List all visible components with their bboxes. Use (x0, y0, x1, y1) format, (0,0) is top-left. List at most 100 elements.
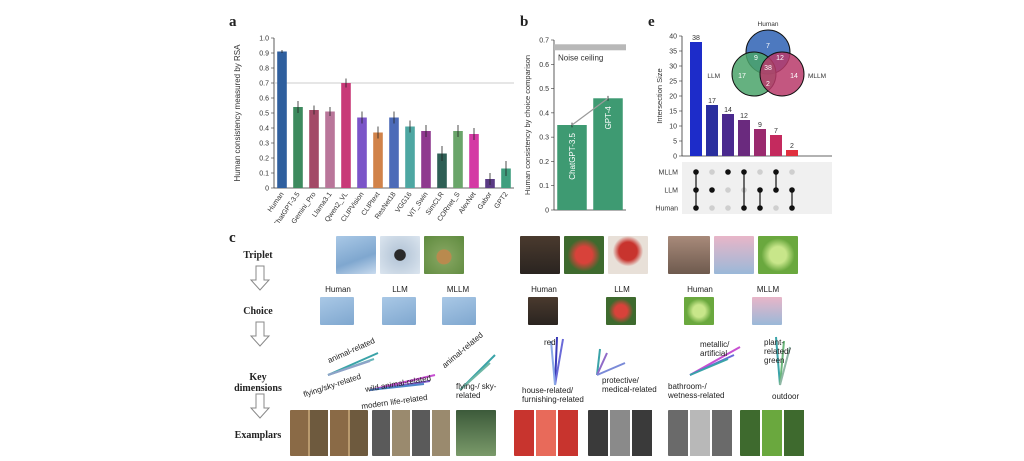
bar (277, 51, 287, 188)
set-label: MLLM (659, 170, 679, 177)
venn-region-value: 2 (766, 81, 770, 88)
y-tick-label: 0.6 (539, 62, 549, 69)
y-tick-label: 25 (669, 79, 677, 86)
bar (357, 117, 367, 188)
venn-region-value: 38 (764, 65, 772, 72)
y-tick-label: 0.6 (259, 96, 269, 103)
bar (405, 126, 415, 188)
triplet-image-tulips (564, 236, 604, 274)
choice-label-mllm-1: MLLM (446, 285, 470, 294)
exemplar-grid-protective (588, 410, 654, 456)
y-tick-label: 0.7 (259, 81, 269, 88)
y-tick-label: 30 (669, 64, 677, 71)
dimension-label: red (544, 338, 556, 347)
bar-value-label: 7 (774, 128, 778, 135)
y-tick-label: 0.5 (259, 111, 269, 118)
row-label-triplet: Triplet (243, 250, 273, 261)
venn-diagram: Human LLM MLLM 7 12 17 9 38 14 2 (707, 21, 826, 97)
bar (325, 111, 335, 188)
triplet-image-bathroom (668, 236, 710, 274)
bar-value-label: 9 (758, 122, 762, 129)
y-tick-label: 0.8 (259, 66, 269, 73)
y-tick-label: 0 (545, 208, 549, 215)
matrix-dot (725, 187, 731, 193)
matrix-dot (709, 187, 715, 193)
choice-image-mllm-1 (442, 297, 476, 325)
noise-ceiling-band (554, 44, 626, 51)
bar-value-label: 38 (692, 35, 700, 42)
dimension-fans-group-1 (327, 352, 496, 391)
bar-value-label: 14 (724, 107, 732, 114)
bar (389, 117, 399, 188)
venn-label-mllm: MLLM (808, 73, 826, 80)
triplet-image-marmot (424, 236, 464, 274)
arrow-down-icon (249, 321, 271, 347)
y-tick-label: 15 (669, 109, 677, 116)
bar (722, 114, 734, 156)
panel-b-letter: b (520, 14, 529, 30)
bar (421, 131, 431, 188)
dimension-fans-group-2 (550, 336, 626, 386)
exemplar-grid-metallic (668, 410, 734, 456)
triplet-image-eagle (380, 236, 420, 274)
matrix-dot (725, 169, 731, 175)
exemplar-grid-red (514, 410, 580, 456)
bar (738, 120, 750, 156)
venn-region-value: 9 (754, 55, 758, 62)
panel-a-chart: 00.10.20.30.40.50.60.70.80.91.0HumanChat… (233, 36, 514, 223)
matrix-background (682, 162, 832, 214)
bar (293, 107, 303, 188)
dimension-label: plant-related/ green (764, 338, 791, 365)
bar (786, 150, 798, 156)
triplet-image-limes (758, 236, 798, 274)
y-tick-label: 40 (669, 34, 677, 41)
connector-line (571, 97, 609, 126)
bar-value-label: 2 (790, 143, 794, 150)
panel-e-letter: e (648, 14, 655, 30)
matrix-dot (709, 169, 715, 175)
dimension-label: house-related/ furnishing-related (522, 386, 584, 404)
bar (754, 129, 766, 156)
y-tick-label: 0.7 (539, 38, 549, 45)
y-tick-label: 5 (673, 139, 677, 146)
choice-label-llm-2: LLM (614, 285, 630, 294)
row-arrows (249, 265, 271, 419)
bar (706, 105, 718, 156)
choice-image-llm-2 (606, 297, 636, 325)
y-tick-label: 10 (669, 124, 677, 131)
y-tick-label: 0.5 (539, 86, 549, 93)
panel-b-chart: 0 0.1 0.2 0.3 0.4 0.5 0.6 0.7 Noise ceiling ChatG… (523, 38, 626, 215)
y-axis-label: Human consistency by choice comparison (523, 55, 532, 195)
bar-label: GPT-4 (604, 106, 613, 130)
x-tick-label: Gabor (477, 191, 494, 211)
y-axis-label: Human consistency measured by RSA (233, 44, 242, 182)
bar (437, 153, 447, 188)
panel-a-letter: a (229, 14, 237, 30)
bar (341, 83, 351, 188)
bar-value-label: 12 (740, 113, 748, 120)
y-tick-label: 0.2 (259, 156, 269, 163)
choice-label-human-1: Human (325, 285, 351, 294)
y-tick-label: 0.3 (259, 141, 269, 148)
x-tick-label: GPT2 (493, 191, 509, 210)
triplet-image-hut (520, 236, 560, 274)
triplet-image-helmet (608, 236, 648, 274)
exemplar-grid-flying (456, 410, 496, 456)
row-label-examplars: Examplars (234, 430, 282, 441)
venn-label-human: Human (758, 21, 779, 28)
y-axis-label: Intersection Size (655, 68, 664, 123)
arrow-down-icon (249, 393, 271, 419)
y-tick-label: 0.4 (539, 110, 549, 117)
y-tick-label: 0.3 (539, 135, 549, 142)
choice-image-human-2 (528, 297, 558, 325)
bar (690, 42, 702, 156)
venn-region-value: 7 (766, 43, 770, 50)
choice-image-mllm-3 (752, 297, 782, 325)
y-tick-label: 20 (669, 94, 677, 101)
matrix-dot (725, 205, 731, 211)
y-tick-label: 0.4 (259, 126, 269, 133)
bar (373, 132, 383, 188)
y-tick-label: 0 (673, 154, 677, 161)
choice-image-human-3 (684, 297, 714, 325)
y-tick-label: 35 (669, 49, 677, 56)
